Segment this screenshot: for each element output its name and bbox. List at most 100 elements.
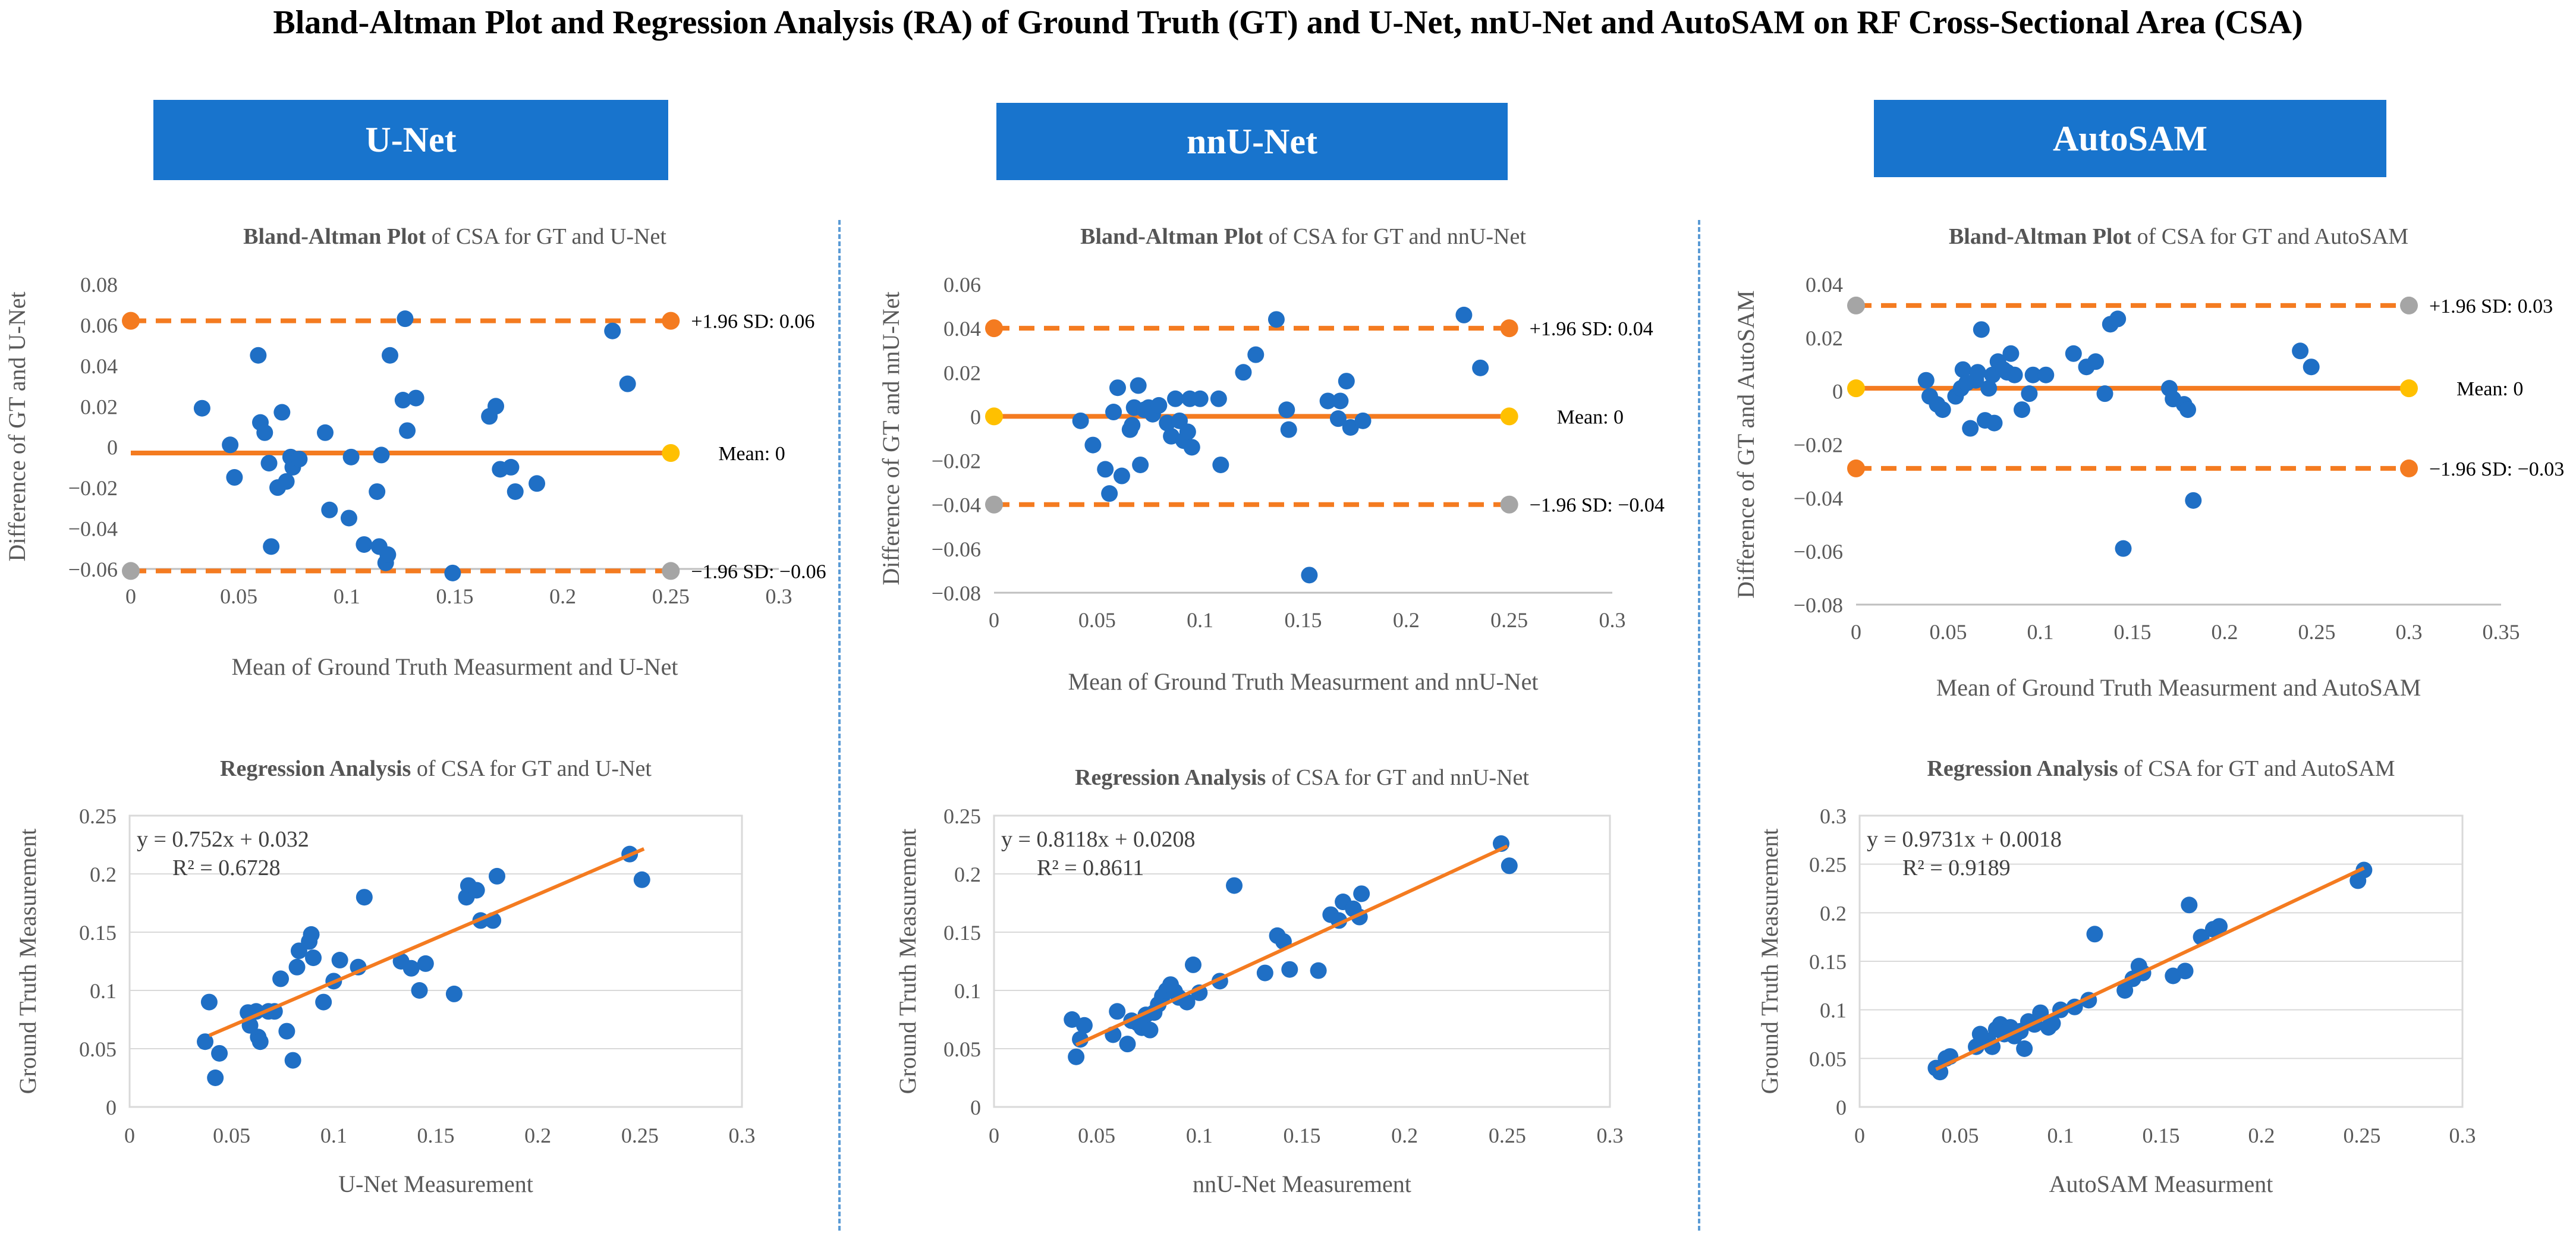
ba-autosam-lower-end-marker <box>2400 459 2418 477</box>
ra-nnunet-point <box>1226 877 1243 894</box>
ra-nnunet-xlabel: nnU-Net Measurement <box>1193 1171 1411 1197</box>
ra-nnunet-point <box>1184 956 1201 973</box>
ba-unet-title: Bland-Altman Plot of CSA for GT and U-Ne… <box>243 224 666 249</box>
ba-autosam-point <box>2021 385 2038 402</box>
ba-nnunet-ylabel: Difference of GT and nnU-Net <box>877 292 904 586</box>
ra-unet-point <box>417 955 434 972</box>
ra-nnunet-title: Regression Analysis of CSA for GT and nn… <box>1075 765 1529 790</box>
ra-nnunet-point <box>1501 857 1518 874</box>
ba-unet-point <box>379 546 397 564</box>
ba-autosam-point <box>2065 345 2082 362</box>
ba-nnunet-upper-end-marker <box>1500 319 1518 338</box>
ra-autosam-title-rest: of CSA for GT and AutoSAM <box>2118 756 2395 781</box>
ba-nnunet-point <box>1267 311 1285 328</box>
ba-autosam-point <box>1969 364 1986 381</box>
ba-unet-xtick: 0.3 <box>766 584 792 608</box>
ra-unet-equation: y = 0.752x + 0.032 <box>137 827 309 852</box>
ba-autosam-xtick: 0.3 <box>2396 620 2423 644</box>
ba-unet-point <box>340 509 357 527</box>
ba-unet-point <box>193 399 210 417</box>
ba-autosam-point <box>2096 385 2113 402</box>
ra-unet-point <box>468 882 485 899</box>
ba-nnunet-ytick: 0.02 <box>943 361 981 385</box>
ba-nnunet-xtick: 0.3 <box>1599 608 1626 632</box>
ba-unet-point <box>250 347 267 364</box>
ba-unet-point <box>619 375 636 392</box>
ra-autosam-title: Regression Analysis of CSA for GT and Au… <box>1927 756 2395 781</box>
ra-nnunet-point <box>1141 1021 1159 1039</box>
header-nnunet: nnU-Net <box>996 103 1508 180</box>
ba-unet-point <box>529 475 546 492</box>
ba-unet-xtick: 0.15 <box>436 584 474 608</box>
ra-autosam-trendline <box>1935 866 2365 1071</box>
ra-unet-point <box>197 1033 214 1050</box>
ra-unet-xtick: 0.25 <box>621 1124 659 1147</box>
ba-nnunet-upper-start-marker <box>985 319 1003 338</box>
ra-autosam-ytick: 0.1 <box>1820 999 1847 1023</box>
ba-unet-point <box>273 404 291 421</box>
ba-nnunet-point <box>1105 404 1122 421</box>
ba-autosam-point <box>1980 380 1998 397</box>
ra-nnunet-xtick: 0.2 <box>1391 1124 1418 1147</box>
ra-nnunet-r2: R² = 0.8611 <box>1037 855 1144 880</box>
ra-autosam-xtick: 0 <box>1854 1124 1865 1147</box>
ba-nnunet-point <box>1247 346 1265 363</box>
ba-autosam-point <box>2179 401 2196 419</box>
header-unet: U-Net <box>153 100 668 180</box>
ra-autosam-point <box>2044 1015 2061 1032</box>
ra-nnunet-xtick: 0 <box>989 1124 999 1147</box>
ra-unet-point <box>284 1052 301 1069</box>
ra-unet-point <box>633 871 650 888</box>
ra-nnunet-point <box>1256 964 1273 982</box>
ra-nnunet-xtick: 0.05 <box>1078 1124 1115 1147</box>
ba-unet-upper-end-marker <box>662 312 680 330</box>
ra-autosam-ytick: 0.3 <box>1820 804 1847 828</box>
ra-autosam-point <box>2181 896 2198 914</box>
ra-nnunet-ytick: 0.1 <box>954 979 981 1003</box>
ra-unet-trendline <box>208 847 645 1037</box>
ra-unet-point <box>305 949 322 967</box>
ba-nnunet-point <box>1183 439 1200 456</box>
ba-autosam-title-bold: Bland-Altman Plot <box>1949 224 2132 249</box>
ra-autosam-title-bold: Regression Analysis <box>1927 756 2118 781</box>
ra-autosam-ylabel: Ground Truth Measurement <box>1756 829 1783 1094</box>
ra-unet-ylabel: Ground Truth Measurement <box>14 829 41 1094</box>
main-title: Bland-Altman Plot and Regression Analysi… <box>273 4 2303 41</box>
ba-autosam-mean-label: Mean: 0 <box>2457 378 2523 400</box>
ra-unet-ytick: 0.1 <box>90 979 117 1003</box>
ba-autosam-upper-start-marker <box>1847 296 1865 314</box>
ba-nnunet-ytick: 0.04 <box>943 317 981 341</box>
ra-autosam-xlabel: AutoSAM Measurment <box>2049 1171 2273 1197</box>
ra-unet-r2: R² = 0.6728 <box>172 855 281 880</box>
ba-nnunet-point <box>1342 419 1359 436</box>
ba-nnunet-mean-label: Mean: 0 <box>1557 406 1624 428</box>
ba-autosam-lower-start-marker <box>1847 459 1865 477</box>
ba-nnunet-xlabel: Mean of Ground Truth Measurment and nnU-… <box>1068 668 1539 695</box>
ba-unet-point <box>291 451 308 468</box>
ra-unet-title: Regression Analysis of CSA for GT and U-… <box>220 756 652 781</box>
ba-nnunet-point <box>1167 390 1184 407</box>
ba-nnunet-ytick: 0 <box>970 405 981 429</box>
ba-unet-upper-start-marker <box>122 312 140 330</box>
ba-autosam-ytick: −0.02 <box>1794 433 1843 457</box>
ba-nnunet-ytick: −0.08 <box>932 581 981 605</box>
ba-autosam-ytick: −0.08 <box>1794 593 1843 617</box>
ra-unet-point <box>251 1033 269 1050</box>
ba-autosam-point <box>2292 342 2309 360</box>
ba-nnunet-point <box>1278 401 1295 419</box>
ra-nnunet-point <box>1068 1048 1085 1065</box>
ba-unet-point <box>369 483 386 500</box>
ba-autosam-point <box>2109 310 2127 328</box>
ba-unet-point <box>260 455 278 472</box>
ba-unet-mean-end-marker <box>662 443 680 462</box>
ba-unet-point <box>382 347 398 364</box>
ra-nnunet-point <box>1281 961 1298 978</box>
ba-autosam-point <box>1962 420 1979 437</box>
ra-nnunet-xtick: 0.1 <box>1186 1124 1213 1147</box>
ba-unet-ytick: 0 <box>107 436 118 460</box>
ba-unet-upper-label: +1.96 SD: 0.06 <box>691 311 814 333</box>
ba-nnunet-ytick: −0.04 <box>932 493 981 517</box>
ba-autosam-point <box>2006 366 2023 383</box>
ra-nnunet-title-bold: Regression Analysis <box>1075 765 1266 790</box>
ba-unet-lower-end-marker <box>662 562 680 580</box>
